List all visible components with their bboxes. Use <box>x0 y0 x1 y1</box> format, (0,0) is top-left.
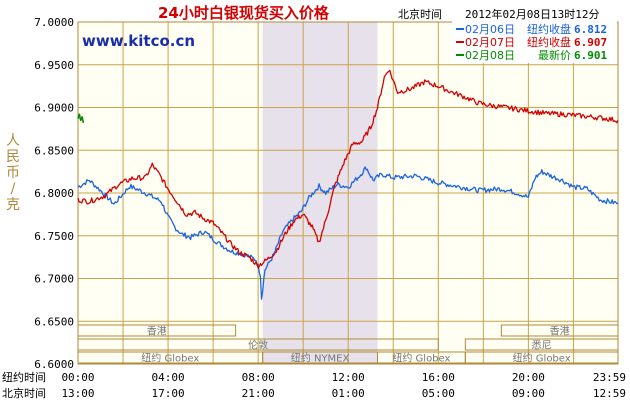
session-label: 纽约 Globex <box>141 352 199 365</box>
legend-value: 6.907 <box>574 36 607 49</box>
y-tick-label: 6.6000 <box>34 358 74 371</box>
session-bar <box>464 351 619 364</box>
legend-label: 纽约收盘 <box>527 35 571 49</box>
legend-label: 纽约收盘 <box>527 22 571 36</box>
time-row-label: 纽约时间 <box>2 370 46 384</box>
y-tick-label: 6.9500 <box>34 59 74 72</box>
x-tick-label: 20:00 <box>512 371 545 384</box>
legend-date: 02月08日 <box>465 49 515 62</box>
series-line <box>77 113 85 124</box>
y-tick-label: 6.7000 <box>34 273 74 286</box>
y-tick-label: 7.0000 <box>34 16 74 29</box>
legend-value: 6.901 <box>574 49 607 62</box>
y-tick-label: 6.9000 <box>34 102 74 115</box>
x-tick-label: 16:00 <box>422 371 455 384</box>
timestamp: 2012年02月08日13时12分 <box>465 7 599 21</box>
session-bar <box>500 324 619 337</box>
session-label: 纽约 Globex <box>392 352 450 365</box>
y-axis-label: 人民币/克 <box>6 133 20 213</box>
x-tick-label: 17:00 <box>152 387 185 400</box>
series-line <box>77 166 619 300</box>
x-tick-label: 08:00 <box>242 371 275 384</box>
session-bar <box>464 338 619 351</box>
legend-date: 02月06日 <box>465 23 515 36</box>
legend-label: 最新价 <box>538 48 571 62</box>
legend-value: 6.812 <box>574 23 607 36</box>
session-label: 香港 <box>550 326 570 338</box>
x-tick-label: 04:00 <box>152 371 185 384</box>
session-label: 纽约 Globex <box>513 352 571 365</box>
watermark-text: www.kitco.cn <box>82 32 195 50</box>
legend: 02月06日 纽约收盘 6.812 02月07日 纽约收盘 6.907 02月08日 最新价 6… <box>452 21 617 63</box>
session-bar <box>77 338 439 351</box>
x-tick-label: 05:00 <box>422 387 455 400</box>
beijing-time-label: 北京时间 <box>398 7 442 21</box>
x-tick-label: 09:00 <box>512 387 545 400</box>
session-bar <box>77 324 237 337</box>
x-tick-labels: 纽约时间 00:00 04:00 08:00 12:00 16:00 20:00 23:59 北… <box>2 370 626 400</box>
x-tick-label: 23:59 <box>593 371 626 384</box>
session-label: 悉尼 <box>532 340 552 352</box>
x-tick-label: 01:00 <box>332 387 365 400</box>
series-line <box>77 69 619 269</box>
y-tick-label: 6.8000 <box>34 187 74 200</box>
x-tick-label: 21:00 <box>242 387 275 400</box>
x-tick-label: 12:00 <box>332 371 365 384</box>
legend-box <box>452 21 617 63</box>
y-tick-label: 6.7500 <box>34 230 74 243</box>
x-tick-label: 12:59 <box>593 387 626 400</box>
session-label: 香港 <box>147 326 167 338</box>
svg-text:人民币/克: 人民币/克 <box>6 133 20 213</box>
y-tick-label: 6.6500 <box>34 315 74 328</box>
session-label: 伦敦 <box>248 339 268 352</box>
legend-date: 02月07日 <box>465 36 515 49</box>
y-tick-labels: 6.6000 6.6500 6.7000 6.7500 6.8000 6.8500 6.90… <box>34 16 74 371</box>
plot-border <box>77 21 619 365</box>
chart-title: 24小时白银现货买入价格 <box>158 4 330 22</box>
session-label: 纽约 NYMEX <box>291 352 350 365</box>
time-row-label: 北京时间 <box>2 386 46 400</box>
price-series <box>77 69 619 300</box>
y-tick-label: 6.8500 <box>34 144 74 157</box>
x-tick-label: 00:00 <box>61 371 94 384</box>
grid-lines <box>78 21 618 365</box>
x-tick-label: 13:00 <box>61 387 94 400</box>
